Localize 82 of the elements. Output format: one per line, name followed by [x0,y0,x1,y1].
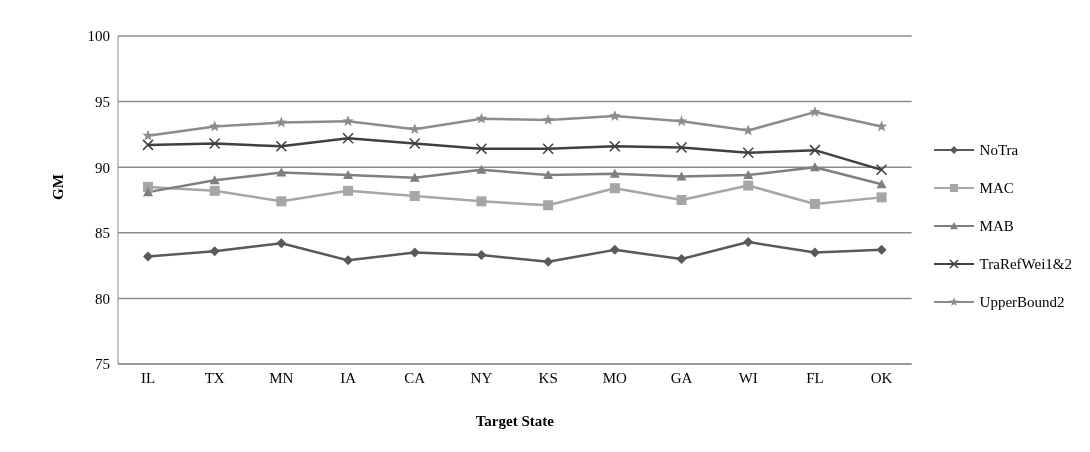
point [676,171,687,181]
y-tick-label: 85 [95,225,110,242]
x-tick-label: TX [204,369,225,386]
point [676,254,687,265]
point [409,172,420,182]
point [742,147,754,159]
point [343,185,354,196]
point [209,185,220,196]
point [743,170,754,180]
point [875,164,888,176]
point [809,106,821,117]
point [809,144,821,156]
point [876,244,887,255]
point [809,247,820,258]
point [675,115,688,127]
point [209,246,220,257]
point [543,256,554,267]
x-tick-label: MO [602,369,628,386]
point [676,195,687,205]
y-axis-title: GM [50,174,67,200]
point [543,170,554,180]
x-tick-label: OK [870,369,893,386]
point [809,162,820,172]
y-tick-label: 75 [95,356,110,373]
y-tick-label: 90 [95,159,110,176]
point [476,164,487,174]
x-tick-label: GA [670,369,693,386]
legend-label: TraRefWei1&2 [979,255,1072,273]
point [675,141,688,154]
point [409,137,421,150]
legend-label: MAB [979,217,1014,235]
legend-label: MAC [979,179,1014,197]
point [542,143,554,155]
point [876,179,887,189]
point [343,170,354,180]
point [609,110,621,121]
x-tick-label: FL [806,369,824,386]
y-tick-label: 80 [95,290,110,307]
x-tick-label: WI [738,369,758,386]
point [343,255,354,266]
x-tick-label: KS [538,369,558,386]
point [209,175,220,185]
point [876,192,887,203]
point [143,251,153,262]
y-tick-label: 100 [87,28,110,45]
legend-label: UpperBound2 [979,293,1065,311]
x-tick-label: NY [470,369,493,386]
point [142,139,154,151]
point [342,115,354,127]
point [475,112,488,124]
point [409,123,421,135]
point [409,191,420,202]
point [276,167,287,177]
point [275,116,288,128]
point [208,120,221,132]
x-axis-title: Target State [475,413,555,429]
point [276,196,287,207]
point [809,198,820,209]
point [743,236,754,247]
point [543,200,554,211]
point [409,247,420,258]
x-tick-label: IA [340,369,357,386]
x-tick-label: MN [269,369,294,386]
point [142,129,154,141]
point [609,140,621,152]
point [276,238,287,249]
point [609,244,620,255]
point [542,113,554,125]
x-tick-label: IL [140,369,156,386]
legend-label: NoTra [979,141,1019,159]
point [476,196,487,207]
y-tick-label: 95 [95,93,110,110]
x-tick-label: CA [404,369,426,386]
point [475,143,488,155]
point [342,132,354,145]
point [609,183,620,194]
point [476,250,487,261]
point [743,180,754,191]
point [609,168,620,178]
point [208,137,221,150]
point [143,187,153,197]
point [275,140,288,152]
